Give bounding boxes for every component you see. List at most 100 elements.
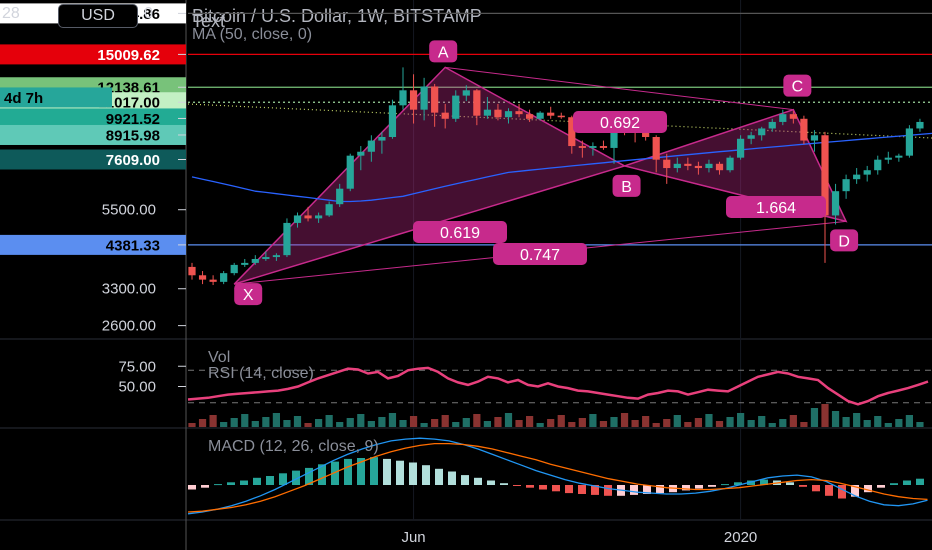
candle-body bbox=[272, 255, 280, 258]
macd-histogram-bar bbox=[578, 485, 586, 494]
candle-body bbox=[230, 264, 238, 274]
macd-histogram-bar bbox=[851, 485, 859, 497]
macd-histogram-bar bbox=[370, 457, 378, 485]
time-axis-label: 2020 bbox=[724, 529, 757, 546]
volume-bar bbox=[420, 423, 428, 427]
volume-bar bbox=[768, 423, 776, 427]
candle-body bbox=[441, 112, 449, 119]
volume-bar bbox=[272, 413, 280, 427]
volume-bar bbox=[441, 415, 449, 427]
macd-histogram-bar bbox=[500, 483, 508, 485]
volume-bar bbox=[610, 417, 618, 427]
macd-histogram-bar bbox=[682, 485, 690, 491]
candle-body bbox=[431, 86, 439, 113]
candle-body bbox=[209, 279, 217, 282]
rsi-line bbox=[187, 366, 929, 406]
macd-histogram bbox=[188, 457, 924, 499]
macd-histogram-bar bbox=[201, 485, 209, 488]
candle-body bbox=[241, 262, 249, 265]
macd-line bbox=[187, 437, 928, 515]
pattern-point-b-box bbox=[612, 174, 641, 197]
macd-histogram-bar bbox=[643, 485, 651, 494]
macd-histogram-bar bbox=[513, 485, 521, 486]
volume-bar bbox=[884, 423, 892, 427]
candle-body bbox=[262, 257, 270, 259]
volume-bar bbox=[483, 421, 491, 427]
candle-body bbox=[325, 204, 333, 216]
candle-body bbox=[810, 135, 819, 141]
candle-body bbox=[536, 112, 544, 119]
volume-bar bbox=[504, 413, 513, 427]
price-axis-label: 2600.00 bbox=[102, 318, 156, 335]
candle-body bbox=[251, 258, 259, 263]
volume-bar bbox=[737, 413, 745, 427]
candle-body bbox=[715, 163, 724, 171]
candle-body bbox=[452, 95, 460, 119]
candle-body bbox=[494, 109, 502, 118]
macd-histogram-bar bbox=[812, 485, 820, 492]
ratio-ac-box bbox=[573, 111, 667, 133]
candle-body bbox=[673, 163, 681, 169]
volume-bar bbox=[230, 418, 238, 427]
volume-bar bbox=[916, 422, 924, 427]
volume-bar bbox=[346, 418, 354, 427]
macd-histogram-bar bbox=[786, 482, 794, 485]
volume-bar bbox=[863, 420, 871, 427]
price-tag-label: 11017.00 bbox=[98, 95, 160, 112]
candle-body bbox=[768, 121, 776, 129]
macd-histogram-bar bbox=[357, 458, 365, 485]
macd-histogram-bar bbox=[396, 460, 404, 485]
candle-body bbox=[589, 146, 597, 148]
volume-bar bbox=[779, 419, 787, 427]
candle-body bbox=[462, 90, 470, 96]
macd-histogram-bar bbox=[747, 480, 755, 485]
price-tag-label: 15009.62 bbox=[97, 47, 160, 64]
volume-bar bbox=[853, 413, 861, 427]
candle-body bbox=[367, 140, 375, 152]
candle-body bbox=[599, 146, 608, 148]
volume-bar bbox=[388, 413, 397, 427]
volume-bar bbox=[631, 420, 639, 427]
macd-histogram-bar bbox=[487, 480, 495, 485]
volume-bar bbox=[473, 414, 481, 427]
macd-histogram-bar bbox=[266, 476, 274, 485]
candle-body bbox=[293, 215, 302, 223]
volume-bar bbox=[262, 417, 270, 427]
candle-body bbox=[357, 151, 365, 156]
candle-body bbox=[378, 137, 386, 141]
volume-bar bbox=[705, 414, 713, 427]
macd-histogram-bar bbox=[604, 485, 612, 496]
price-tag-bg bbox=[0, 234, 186, 255]
volume-bar bbox=[547, 419, 555, 427]
candle-body bbox=[420, 86, 428, 110]
candle-body bbox=[737, 138, 745, 158]
dotted-trend-line bbox=[187, 103, 932, 139]
volume-bar bbox=[895, 419, 903, 427]
volume-bar bbox=[526, 416, 534, 427]
volume-bar bbox=[905, 415, 913, 427]
price-tag-bg bbox=[0, 149, 186, 170]
currency-button[interactable]: USD bbox=[58, 4, 138, 28]
chart-title: Bitcoin / U.S. Dollar, 1W, BITSTAMP bbox=[192, 6, 482, 26]
candle-body bbox=[916, 121, 924, 129]
volume-bar bbox=[758, 416, 766, 427]
macd-histogram-bar bbox=[331, 461, 339, 485]
candle-body bbox=[526, 114, 534, 119]
volume-bar bbox=[642, 416, 650, 427]
candle-body bbox=[874, 159, 882, 171]
pattern-point-d-box bbox=[830, 229, 859, 252]
macd-histogram-bar bbox=[227, 482, 235, 485]
candle-body bbox=[473, 90, 481, 116]
volume-bar bbox=[220, 422, 228, 427]
macd-histogram-bar bbox=[461, 475, 469, 485]
pattern-point-c-box bbox=[783, 74, 812, 97]
candle-body bbox=[642, 131, 650, 138]
macd-histogram-bar bbox=[344, 458, 352, 485]
price-tag-label: 9921.52 bbox=[106, 111, 160, 128]
volume-bar bbox=[304, 423, 312, 427]
candles-group bbox=[188, 67, 924, 286]
candle-body bbox=[684, 163, 692, 166]
macd-histogram-bar bbox=[240, 480, 248, 485]
volume-bar bbox=[452, 422, 460, 427]
